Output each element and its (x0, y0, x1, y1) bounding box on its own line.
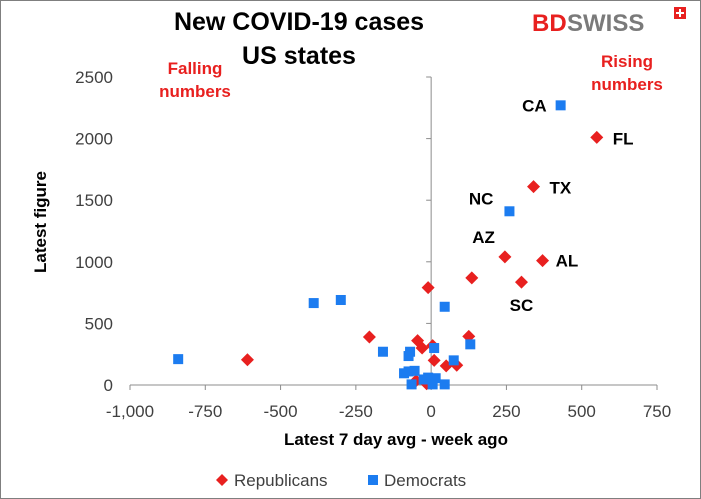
bdswiss-logo: BD SWISS (532, 7, 686, 37)
rising-annotation-line-2: numbers (591, 75, 663, 94)
legend: Republicans Democrats (216, 471, 466, 490)
y-tick-label: 1500 (75, 191, 113, 210)
democrat-point (465, 339, 476, 350)
y-tick-label: 2500 (75, 68, 113, 87)
y-tick-label: 2000 (75, 130, 113, 149)
democrat-point (439, 379, 450, 390)
democrat-point (308, 298, 319, 309)
republican-point (527, 180, 541, 194)
republican-point (415, 341, 429, 355)
democrat-point (406, 379, 417, 390)
y-tick-label: 0 (104, 376, 113, 395)
republican-point (465, 271, 479, 285)
democrat-point (430, 373, 441, 384)
state-label-az: AZ (472, 228, 495, 247)
legend-diamond-marker (216, 474, 228, 486)
state-label-nc: NC (469, 189, 494, 208)
democrat-point (173, 354, 184, 365)
democrat-point (423, 372, 434, 383)
x-tick-label: -1,000 (106, 402, 154, 421)
swiss-cross-icon (674, 7, 686, 19)
republican-point (514, 275, 528, 289)
chart-title-line-2: US states (242, 42, 356, 70)
democrat-point (427, 379, 438, 390)
logo-swiss-text: SWISS (567, 10, 644, 37)
legend-item-democrats: Democrats (368, 471, 466, 490)
y-tick-label: 500 (85, 314, 113, 333)
republican-point (421, 281, 435, 295)
data-points (173, 100, 604, 391)
x-tick-label: -750 (188, 402, 222, 421)
x-axis-label: Latest 7 day avg - week ago (284, 430, 508, 449)
democrat-point (409, 365, 420, 376)
republican-point (240, 353, 254, 367)
falling-annotation-line-2: numbers (159, 82, 231, 101)
falling-annotation-line-1: Falling (168, 59, 223, 78)
democrat-point (403, 366, 414, 377)
tick-labels: -1,000 -750 -500 -250 0 250 500 750 0 500 1000 1500… (75, 68, 671, 421)
logo-bd-text: BD (532, 10, 567, 37)
legend-label-democrats: Democrats (384, 471, 466, 490)
legend-label-republicans: Republicans (234, 471, 328, 490)
democrat-point (439, 301, 450, 312)
x-tick-label: 0 (426, 402, 435, 421)
x-tick-label: -250 (339, 402, 373, 421)
state-label-tx: TX (550, 179, 572, 198)
democrat-point (504, 206, 515, 217)
republican-point (498, 250, 512, 264)
republican-point (536, 254, 550, 268)
x-tick-label: 750 (643, 402, 671, 421)
republican-point (427, 353, 441, 367)
y-axis-label: Latest figure (31, 171, 50, 273)
rising-annotation-line-1: Rising (601, 52, 653, 71)
legend-square-marker (368, 475, 378, 485)
chart-title-line-1: New COVID-19 cases (174, 8, 424, 36)
state-label-ca: CA (522, 96, 547, 115)
state-label-al: AL (556, 252, 579, 271)
legend-item-republicans: Republicans (216, 471, 328, 490)
point-labels: FL TX AL AZ SC CA NC (469, 96, 634, 315)
democrat-point (335, 294, 346, 305)
republican-point (362, 330, 376, 344)
democrat-point (377, 346, 388, 357)
state-label-sc: SC (510, 296, 534, 315)
x-tick-label: -500 (264, 402, 298, 421)
axes (129, 76, 658, 390)
x-tick-label: 500 (568, 402, 596, 421)
democrat-point (403, 351, 414, 362)
democrat-point (448, 355, 459, 366)
state-label-fl: FL (613, 129, 634, 148)
democrat-point (429, 343, 440, 354)
x-tick-label: 250 (492, 402, 520, 421)
republican-point (590, 130, 604, 144)
democrat-point (555, 100, 566, 111)
y-tick-label: 1000 (75, 253, 113, 272)
